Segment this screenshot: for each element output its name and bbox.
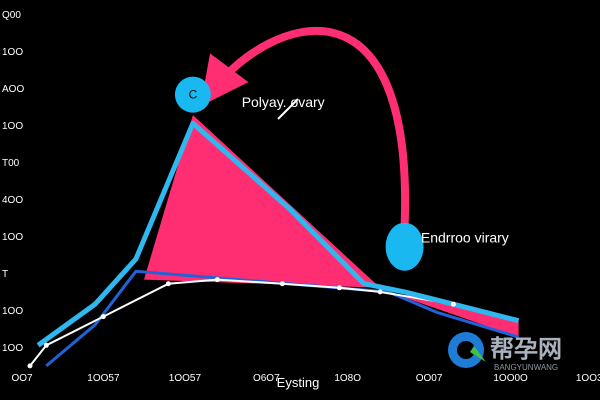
y-tick-label: 1OO <box>2 47 23 58</box>
right-annotation: Endrroo virary <box>421 230 509 246</box>
y-tick-label: 1OO <box>2 306 23 317</box>
white-series-point <box>450 301 456 307</box>
white-series-point <box>27 363 33 369</box>
watermark-logo-inner-icon <box>457 341 475 359</box>
white-series-point <box>377 289 383 295</box>
y-tick-label: Q00 <box>2 10 21 21</box>
x-tick-label: 1OO37 <box>576 373 600 384</box>
white-series-point <box>43 342 49 348</box>
cyan-series-line <box>36 120 520 348</box>
x-axis-ticks: OO7 1OO57 1OO57 O6O7 1O8O OO07 1OO0O 1OO37 <box>11 373 600 384</box>
series-markers <box>27 277 456 369</box>
peak-node-label: C <box>189 88 198 102</box>
watermark: 帮孕网 BANGYUNWANG <box>448 332 562 372</box>
y-tick-label: T00 <box>2 158 20 169</box>
right-node <box>385 222 424 271</box>
x-axis-label: Eysting <box>277 375 320 390</box>
x-tick-label: OO7 <box>11 373 33 384</box>
pink-triangle-area <box>144 115 381 288</box>
y-tick-label: 1OO <box>2 121 23 132</box>
watermark-text: 帮孕网 <box>490 335 562 363</box>
peak-annotation: Polyay. ovary <box>242 94 325 110</box>
peak-node <box>174 76 211 113</box>
x-tick-label: O6O7 <box>253 373 280 384</box>
watermark-logo-leaf-icon <box>470 346 486 362</box>
curved-arrow <box>200 26 410 231</box>
x-tick-label: 1O8O <box>334 373 361 384</box>
y-tick-label: 1OO <box>2 232 23 243</box>
x-tick-label: 1OO0O <box>493 373 528 384</box>
x-tick-label: 1OO57 <box>169 373 202 384</box>
y-axis-ticks: Q00 1OO AOO 1OO T00 4OO 1OO T 1OO 1OO <box>2 10 24 354</box>
white-series-point <box>100 314 106 320</box>
watermark-subtext: BANGYUNWANG <box>494 363 558 372</box>
white-series-point <box>165 281 171 287</box>
pointer-arrow <box>277 98 299 120</box>
y-tick-label: 4OO <box>2 195 23 206</box>
y-tick-label: T <box>2 269 8 280</box>
y-tick-label: AOO <box>2 84 24 95</box>
x-tick-label: OO07 <box>416 373 443 384</box>
white-series-point <box>214 277 220 283</box>
white-series-point <box>279 281 285 287</box>
y-tick-label: 1OO <box>2 343 23 354</box>
x-tick-label: 1OO57 <box>87 373 120 384</box>
white-series-point <box>336 285 342 291</box>
